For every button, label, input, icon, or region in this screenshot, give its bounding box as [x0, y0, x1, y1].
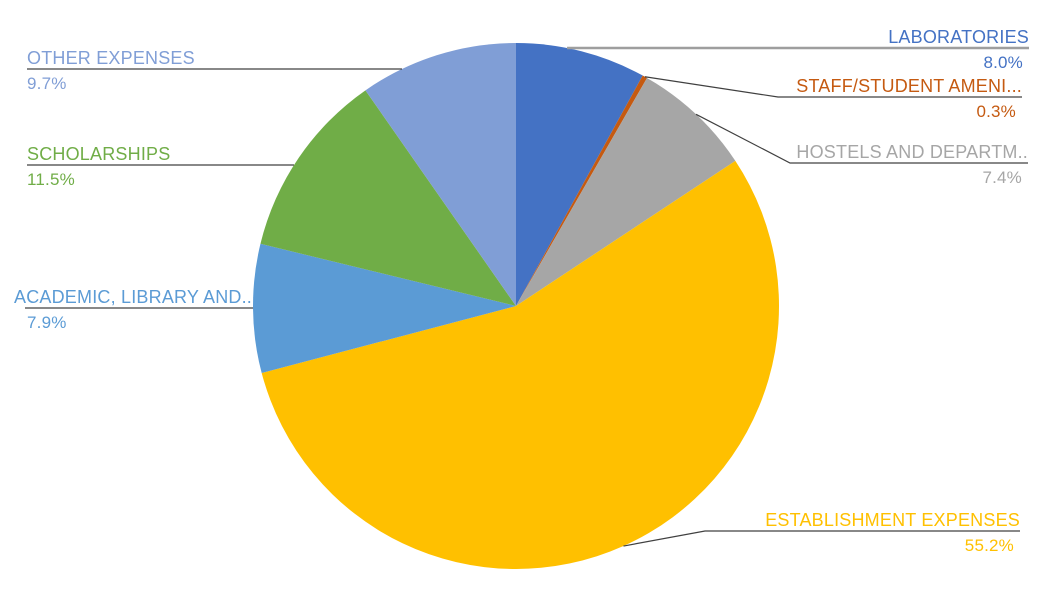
callout-scholarships: SCHOLARSHIPS 11.5% [27, 144, 170, 190]
pie-slice-6[interactable] [365, 43, 516, 306]
slice-value-academic-library: 7.9% [27, 313, 67, 332]
callout-other-expenses: OTHER EXPENSES 9.7% [27, 48, 195, 94]
slice-label-academic-library: ACADEMIC, LIBRARY AND... [14, 287, 258, 307]
slice-value-scholarships: 11.5% [27, 170, 75, 189]
leader-line-1 [644, 76, 1022, 98]
slice-value-staff-student-amenities: 0.3% [976, 102, 1016, 121]
pie-slice-4[interactable] [253, 243, 516, 373]
slice-label-establishment-expenses: ESTABLISHMENT EXPENSES [765, 510, 1020, 530]
pie-slice-3[interactable] [261, 160, 780, 570]
slice-label-laboratories: LABORATORIES [888, 27, 1029, 47]
slice-label-staff-student-amenities: STAFF/STUDENT AMENI... [796, 76, 1022, 96]
slice-value-other-expenses: 9.7% [27, 74, 67, 93]
callout-laboratories: LABORATORIES 8.0% [888, 27, 1029, 73]
slice-label-scholarships: SCHOLARSHIPS [27, 144, 171, 164]
callout-establishment-expenses: ESTABLISHMENT EXPENSES 55.2% [765, 510, 1020, 556]
pie-slice-1[interactable] [516, 75, 648, 306]
slice-value-hostels-and-departments: 7.4% [982, 168, 1022, 187]
slice-value-laboratories: 8.0% [983, 53, 1023, 72]
callout-staff-student-amenities: STAFF/STUDENT AMENI... 0.3% [796, 76, 1022, 122]
slice-value-establishment-expenses: 55.2% [964, 536, 1014, 555]
slice-label-hostels-and-departments: HOSTELS AND DEPARTM.. [796, 142, 1028, 162]
pie-slice-2[interactable] [516, 77, 736, 307]
leader-line-2 [695, 113, 1028, 164]
slice-label-other-expenses: OTHER EXPENSES [27, 48, 195, 68]
callout-academic-library: ACADEMIC, LIBRARY AND... 7.9% [14, 287, 257, 333]
leader-line-3 [623, 530, 1020, 547]
pie-slice-5[interactable] [260, 90, 516, 306]
pie-slice-0[interactable] [516, 43, 643, 306]
callout-hostels-and-departments: HOSTELS AND DEPARTM.. 7.4% [796, 142, 1028, 188]
